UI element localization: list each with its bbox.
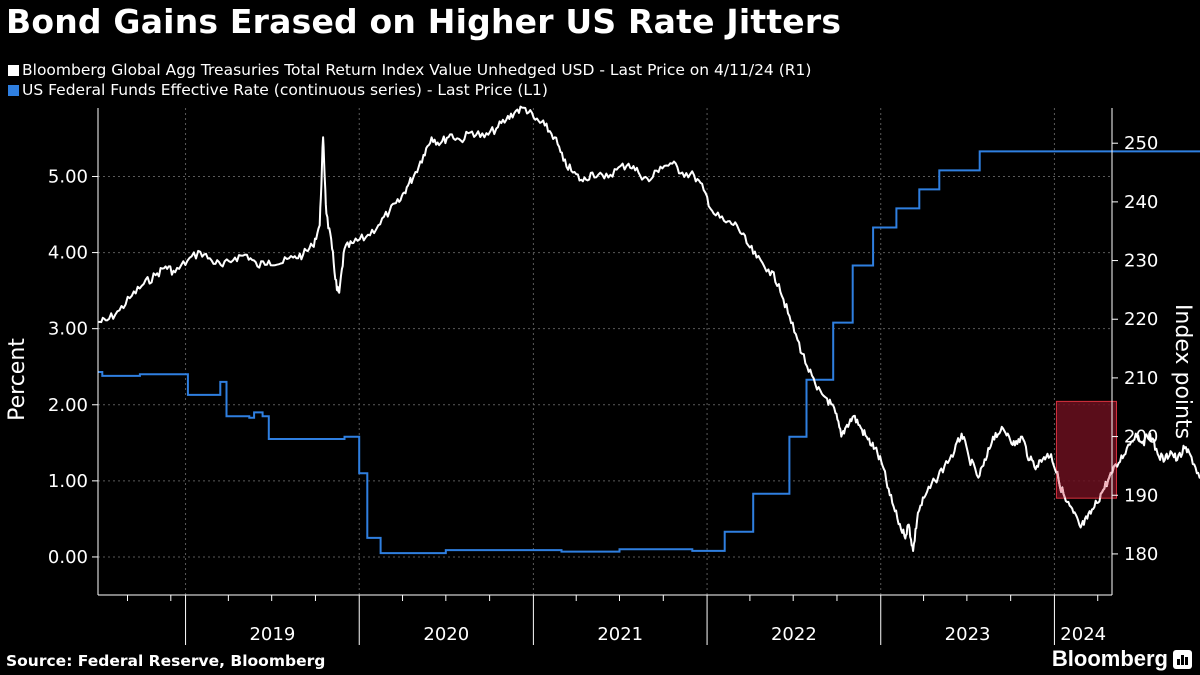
year-label: 2024 <box>1060 624 1106 645</box>
legend-swatch-white <box>8 64 19 76</box>
right-tick-label: 250 <box>1124 133 1158 154</box>
treasuries-index-line <box>98 105 1200 552</box>
year-label: 2022 <box>771 624 817 645</box>
right-tick-label: 240 <box>1124 192 1158 213</box>
left-tick-label: 0.00 <box>48 547 88 568</box>
fed-funds-rate-line <box>98 150 1200 555</box>
bloomberg-logo-text: Bloomberg <box>1051 646 1168 671</box>
source-note: Source: Federal Reserve, Bloomberg <box>6 652 326 670</box>
chart-title: Bond Gains Erased on Higher US Rate Jitt… <box>6 2 842 41</box>
legend-label-index: Bloomberg Global Agg Treasuries Total Re… <box>22 61 812 79</box>
right-tick-label: 230 <box>1124 251 1158 272</box>
legend-entry-index: Bloomberg Global Agg Treasuries Total Re… <box>8 61 811 79</box>
left-tick-label: 5.00 <box>48 166 88 187</box>
right-tick-label: 190 <box>1124 485 1158 506</box>
legend-entry-rate: US Federal Funds Effective Rate (continu… <box>8 81 548 99</box>
series-layer <box>98 105 1200 555</box>
right-tick-label: 180 <box>1124 544 1158 565</box>
year-label: 2021 <box>597 624 643 645</box>
left-tick-label: 1.00 <box>48 471 88 492</box>
axis-layer: 0.00 1.00 2.00 3.00 4.00 5.00 180 190 200 210 220 2… <box>5 108 1195 645</box>
right-tick-label: 200 <box>1124 427 1158 448</box>
year-label: 2019 <box>249 624 295 645</box>
legend-swatch-blue <box>8 84 19 96</box>
bloomberg-badge-icon <box>1173 650 1192 669</box>
left-tick-label: 2.00 <box>48 395 88 416</box>
left-tick-label: 4.00 <box>48 243 88 264</box>
right-axis-title: Index points <box>1170 304 1195 439</box>
right-tick-label: 210 <box>1124 368 1158 389</box>
left-tick-label: 3.00 <box>48 319 88 340</box>
legend-label-rate: US Federal Funds Effective Rate (continu… <box>22 81 548 99</box>
grid-layer <box>98 108 1112 595</box>
year-label: 2023 <box>945 624 991 645</box>
left-axis-title: Percent <box>5 338 30 421</box>
year-label: 2020 <box>423 624 469 645</box>
right-tick-label: 220 <box>1124 309 1158 330</box>
